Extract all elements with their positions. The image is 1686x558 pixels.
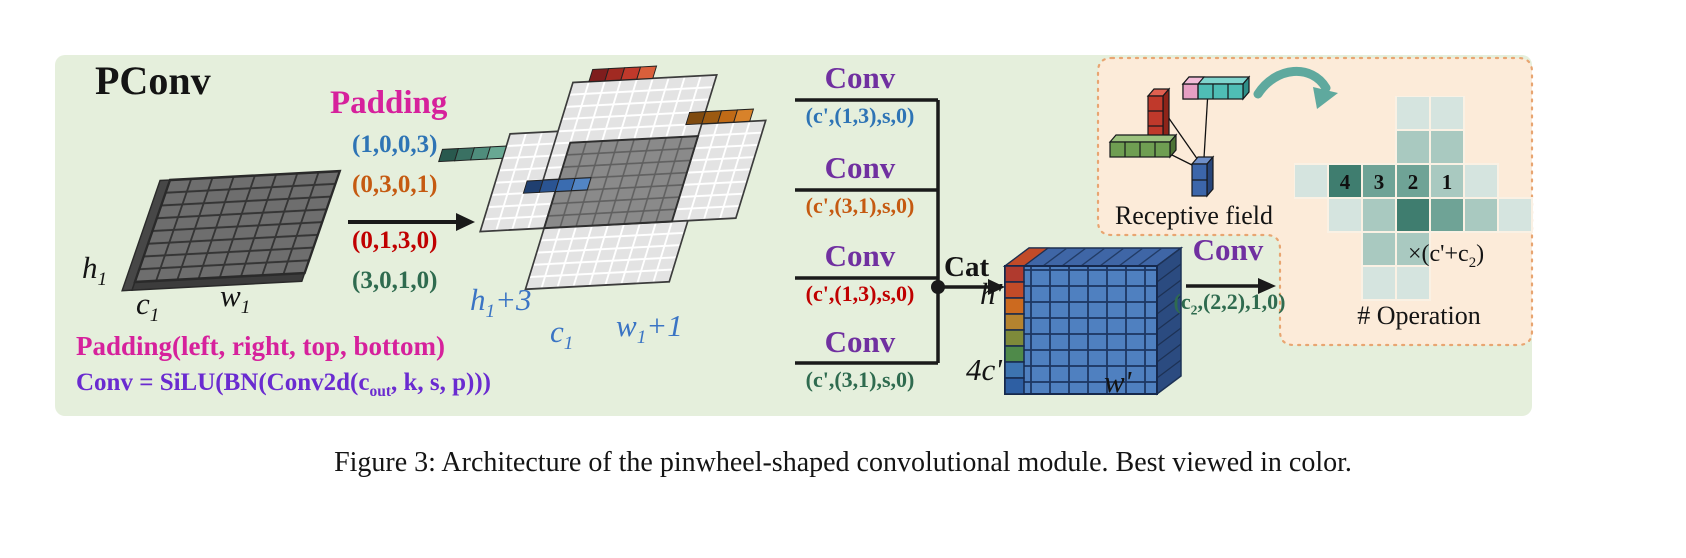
figure-caption: Figure 3: Architecture of the pinwheel-s… <box>334 447 1352 478</box>
branch-conv-title-3: Conv <box>824 238 896 273</box>
channel-color-column <box>1004 265 1025 395</box>
padding-tuple-2: (0,3,0,1) <box>352 171 438 198</box>
module-title: PConv <box>95 58 211 103</box>
padding-tuple-3: (0,1,3,0) <box>352 227 438 254</box>
green-kernel-bar <box>1108 133 1178 159</box>
orange-pad-strip <box>685 108 755 126</box>
padding-tuple-1: (1,0,0,3) <box>352 131 438 158</box>
operation-count-4: 4 <box>1340 170 1351 194</box>
branch-conv-params-1: (c',(1,3),s,0) <box>805 103 915 128</box>
blue-kernel-bar <box>1190 155 1215 198</box>
branch-conv-params-2: (c',(3,1),s,0) <box>805 193 915 218</box>
padded-pinwheel-tensor-graphic <box>438 65 767 291</box>
blue-pad-strip <box>522 177 592 194</box>
red-pad-strip <box>588 65 658 83</box>
branch-conv-title-2: Conv <box>824 150 896 185</box>
final-conv-params: (c2,(2,2),1,0) <box>1173 289 1286 318</box>
padded-width-label: w1+1 <box>616 308 683 349</box>
padding-tuple-4: (3,0,1,0) <box>352 267 438 294</box>
receptive-field-cubes-graphic <box>1108 75 1251 198</box>
cat-arrowhead <box>988 279 1005 295</box>
padding-legend: Padding(left, right, top, bottom) <box>76 331 445 361</box>
conv-definition-legend: Conv = SiLU(BN(Conv2d(cout, k, s, p))) <box>76 369 492 400</box>
final-conv-title: Conv <box>1192 232 1264 267</box>
input-tensor-graphic <box>121 169 342 292</box>
teal-kernel-bar <box>1181 75 1251 101</box>
input-height-label: h1 <box>82 250 108 291</box>
input-width-label: w1 <box>220 278 251 319</box>
padded-height-label: h1+3 <box>470 282 532 323</box>
output-width-label: w' <box>1104 364 1132 399</box>
branch-conv-params-3: (c',(1,3),s,0) <box>805 281 915 306</box>
receptive-field-label: Receptive field <box>1114 201 1274 230</box>
curved-arrow-icon <box>1253 67 1338 109</box>
operation-multiplier-label: ×(c'+c2) <box>1408 241 1485 271</box>
operation-count-1: 1 <box>1442 170 1453 194</box>
operation-count-2: 2 <box>1408 170 1419 194</box>
operation-pinwheel-grid: 4 3 2 1 <box>1294 96 1533 301</box>
operation-count-label: # Operation <box>1357 301 1481 330</box>
operation-grid-cells <box>1294 96 1533 301</box>
cat-label: Cat <box>944 251 990 283</box>
output-height-label: h' <box>980 276 1003 311</box>
padding-title: Padding <box>330 85 448 121</box>
branch-conv-params-4: (c',(3,1),s,0) <box>805 367 915 392</box>
branch-conv-title-1: Conv <box>824 60 896 95</box>
output-channel-label: 4c' <box>966 352 1002 387</box>
input-channel-label: c1 <box>136 286 160 327</box>
pink-cube <box>1182 83 1199 100</box>
output-tensor-graphic <box>1002 246 1184 396</box>
padding-arrowhead <box>456 213 475 231</box>
branch-conv-title-4: Conv <box>824 324 896 359</box>
teal-pad-strip <box>438 145 507 163</box>
padded-channel-label: c1 <box>550 314 574 355</box>
operation-count-3: 3 <box>1374 170 1385 194</box>
final-conv-arrowhead <box>1258 278 1276 294</box>
